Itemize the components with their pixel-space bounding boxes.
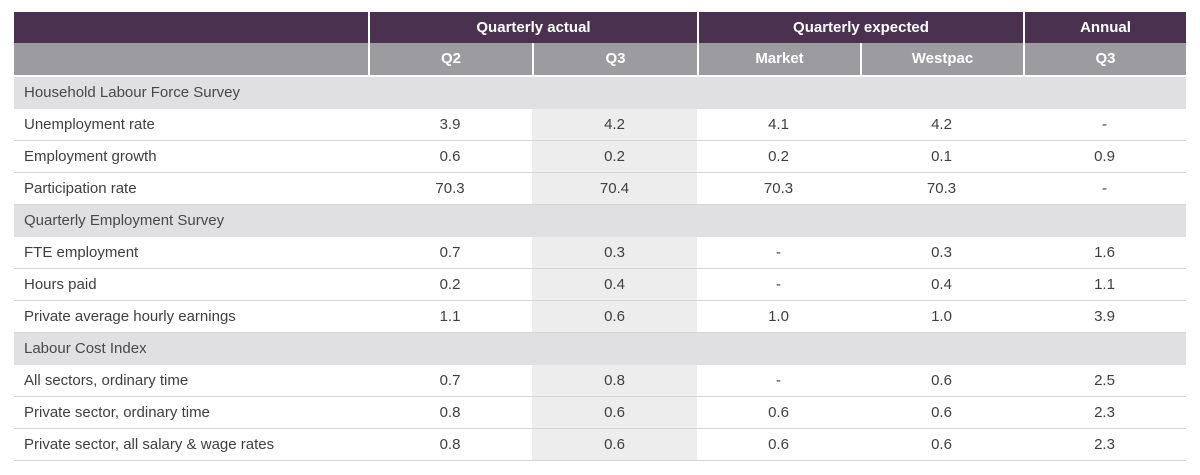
- table-row: All sectors, ordinary time 0.7 0.8 - 0.6 2.5: [14, 365, 1186, 397]
- cell-q2-actual: 0.7: [439, 244, 461, 261]
- table-row: Private sector, ordinary time 0.8 0.6 0.6 0.…: [14, 397, 1186, 429]
- cell-annual-q3: 1.1: [1094, 276, 1115, 293]
- cell-q3-actual: 0.8: [532, 365, 697, 396]
- cell-market: -: [776, 276, 781, 293]
- cell-westpac: 70.3: [926, 180, 957, 197]
- row-label: FTE employment: [24, 244, 139, 261]
- row-label: Employment growth: [24, 148, 157, 165]
- group-header-quarterly-expected: Quarterly expected: [697, 12, 1023, 43]
- column-header-market: Market: [697, 43, 860, 77]
- column-header-annual-q3: Q3: [1023, 43, 1186, 77]
- cell-westpac: 4.2: [931, 116, 952, 133]
- group-header-quarterly-actual: Quarterly actual: [368, 12, 697, 43]
- table-body: Household Labour Force Survey Unemploymen…: [14, 77, 1186, 461]
- cell-q3-actual: 0.6: [532, 301, 697, 332]
- cell-westpac: 0.4: [931, 276, 952, 293]
- cell-westpac: 0.6: [931, 436, 952, 453]
- cell-q2-actual: 0.7: [439, 372, 461, 389]
- cell-annual-q3: 3.9: [1094, 308, 1115, 325]
- section-header: Quarterly Employment Survey: [14, 205, 1186, 237]
- cell-q2-actual: 0.8: [439, 404, 461, 421]
- cell-q3-actual: 0.6: [532, 397, 697, 428]
- cell-q2-actual: 0.6: [439, 148, 461, 165]
- cell-q3-actual: 0.6: [532, 429, 697, 460]
- section-header: Labour Cost Index: [14, 333, 1186, 365]
- labour-data-table: Quarterly actual Quarterly expected Annu…: [14, 12, 1186, 461]
- row-label: Private average hourly earnings: [24, 308, 236, 325]
- cell-annual-q3: 0.9: [1094, 148, 1115, 165]
- table-row: Participation rate 70.3 70.4 70.3 70.3 -: [14, 173, 1186, 205]
- row-label: Hours paid: [24, 276, 97, 293]
- column-header-westpac: Westpac: [860, 43, 1023, 77]
- subheader-empty-cell: [14, 43, 368, 77]
- cell-market: 70.3: [763, 180, 794, 197]
- row-label: Private sector, all salary & wage rates: [24, 436, 275, 453]
- table-row: Private sector, all salary & wage rates 0…: [14, 429, 1186, 461]
- group-header-annual: Annual: [1023, 12, 1186, 43]
- cell-westpac: 0.6: [931, 372, 952, 389]
- cell-q2-actual: 1.1: [439, 308, 461, 325]
- cell-westpac: 0.6: [931, 404, 952, 421]
- cell-q2-actual: 3.9: [439, 116, 461, 133]
- table-subheader-row: Q2 Q3 Market Westpac Q3: [14, 43, 1186, 77]
- table-row: Unemployment rate 3.9 4.2 4.1 4.2 -: [14, 109, 1186, 141]
- cell-q3-actual: 0.4: [532, 269, 697, 300]
- table-row: Employment growth 0.6 0.2 0.2 0.1 0.9: [14, 141, 1186, 173]
- column-header-q2-actual: Q2: [368, 43, 532, 77]
- row-label: Participation rate: [24, 180, 137, 197]
- section-header: Household Labour Force Survey: [14, 77, 1186, 109]
- cell-annual-q3: 2.3: [1094, 436, 1115, 453]
- table-header-group-row: Quarterly actual Quarterly expected Annu…: [14, 12, 1186, 43]
- cell-westpac: 0.1: [931, 148, 952, 165]
- cell-market: 0.6: [768, 436, 789, 453]
- cell-westpac: 1.0: [931, 308, 952, 325]
- table-row: Hours paid 0.2 0.4 - 0.4 1.1: [14, 269, 1186, 301]
- cell-market: 0.2: [768, 148, 789, 165]
- cell-annual-q3: -: [1102, 116, 1107, 133]
- cell-market: -: [776, 244, 781, 261]
- row-label: Private sector, ordinary time: [24, 404, 210, 421]
- table-row: Private average hourly earnings 1.1 0.6 1.0…: [14, 301, 1186, 333]
- cell-westpac: 0.3: [931, 244, 952, 261]
- cell-market: 4.1: [768, 116, 789, 133]
- cell-q3-actual: 0.3: [532, 237, 697, 268]
- cell-annual-q3: 2.5: [1094, 372, 1115, 389]
- cell-q2-actual: 0.8: [439, 436, 461, 453]
- cell-annual-q3: 1.6: [1094, 244, 1115, 261]
- cell-annual-q3: 2.3: [1094, 404, 1115, 421]
- table-row: FTE employment 0.7 0.3 - 0.3 1.6: [14, 237, 1186, 269]
- row-label: All sectors, ordinary time: [24, 372, 189, 389]
- cell-market: 0.6: [768, 404, 789, 421]
- row-label: Unemployment rate: [24, 116, 155, 133]
- cell-q3-actual: 4.2: [532, 109, 697, 140]
- cell-market: -: [776, 372, 781, 389]
- column-header-q3-actual: Q3: [532, 43, 697, 77]
- cell-annual-q3: -: [1102, 180, 1107, 197]
- cell-q3-actual: 70.4: [532, 173, 697, 204]
- cell-q2-actual: 0.2: [439, 276, 461, 293]
- corner-cell: [14, 12, 368, 43]
- cell-q2-actual: 70.3: [435, 180, 465, 197]
- cell-market: 1.0: [768, 308, 789, 325]
- cell-q3-actual: 0.2: [532, 141, 697, 172]
